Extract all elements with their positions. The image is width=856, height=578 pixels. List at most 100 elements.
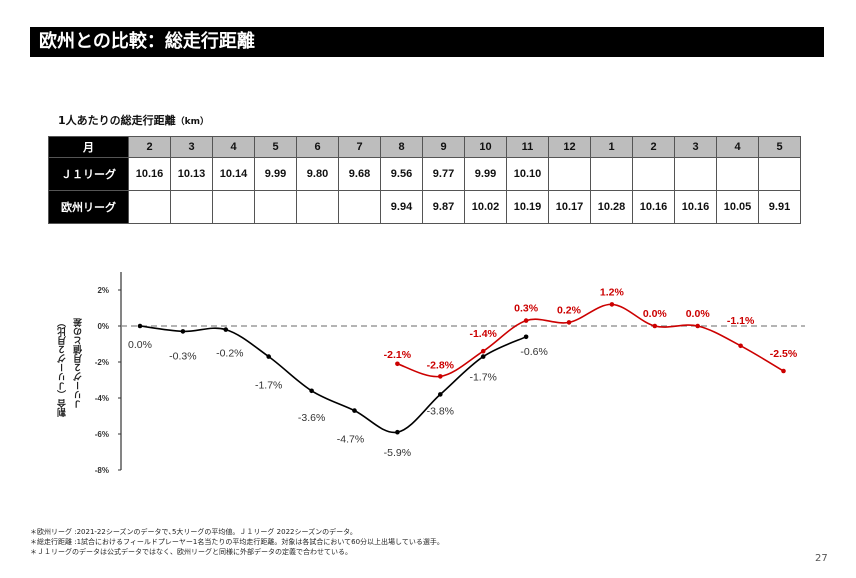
month-header: 5 (758, 136, 801, 158)
month-header: 7 (338, 136, 381, 158)
table-title-text: 1人あたりの総走行距離 (58, 114, 176, 127)
footnote: ＊Ｊ１リーグのデータは公式データではなく、欧州リーグと同様に外部データの定義で合… (30, 548, 352, 556)
table-cell: 10.16 (674, 190, 717, 224)
table-cell (128, 190, 171, 224)
data-point (266, 354, 272, 359)
table-cell (296, 190, 339, 224)
data-label: -5.9% (384, 447, 411, 459)
month-header: 3 (674, 136, 717, 158)
month-header: 2 (632, 136, 675, 158)
data-point (480, 354, 486, 359)
month-header: 11 (506, 136, 549, 158)
data-point (738, 343, 743, 349)
row-header: Ｊ１リーグ (48, 157, 129, 191)
month-header: 2 (128, 136, 171, 158)
y-tick-label: 0% (97, 322, 109, 331)
data-label: 0.2% (557, 304, 582, 316)
month-header-row: 月 2 3 4 5 6 7 8 9 10 11 12 1 2 3 4 5 (48, 136, 801, 158)
data-point (781, 368, 786, 374)
data-point (480, 348, 486, 354)
data-label: -1.7% (469, 372, 496, 384)
y-tick-label: -6% (95, 430, 109, 439)
series-line-j1 (139, 325, 527, 434)
table-cell: 9.68 (338, 157, 381, 191)
table-cell (212, 190, 255, 224)
table-cell: 9.94 (380, 190, 423, 224)
table-unit: （km） (175, 117, 210, 127)
data-point (695, 323, 700, 329)
month-header: 12 (548, 136, 591, 158)
month-header-corner: 月 (48, 136, 129, 158)
table-cell (170, 190, 213, 224)
line-chart: 2% 0% -2% -4% -6% -8% 0.0% -0.3% -0.2% -1.7% -3.6%… (95, 272, 805, 475)
month-header: 9 (422, 136, 465, 158)
data-label: 1.2% (600, 286, 625, 298)
footnotes: ＊欧州リーグ :2021-22シーズンのデータで､5大リーグの平均値。Ｊ１リーグ… (30, 527, 444, 557)
table-row: Ｊ１リーグ 10.16 10.13 10.14 9.99 9.80 9.68 9.56 9.77… (48, 157, 801, 191)
table-row: 欧州リーグ 9.94 9.87 10.02 10.19 10.17 10.28 10.16 10… (48, 190, 801, 224)
data-point (223, 327, 229, 332)
month-header: 10 (464, 136, 507, 158)
table-title: 1人あたりの総走行距離（km） (58, 112, 209, 128)
table-cell: 9.99 (254, 157, 297, 191)
y-tick-label: -4% (95, 394, 109, 403)
data-label: -3.6% (298, 412, 325, 424)
data-label: -2.5% (770, 348, 798, 360)
data-label: 0.0% (686, 308, 711, 320)
footnote: ＊欧州リーグ :2021-22シーズンのデータで､5大リーグの平均値。Ｊ１リーグ… (30, 528, 357, 536)
table-cell: 9.80 (296, 157, 339, 191)
table-cell: 9.56 (380, 157, 423, 191)
footnote: ＊総走行距離 :1試合におけるフィールドプレーヤー1名当たりの平均走行距離。対象… (30, 538, 444, 546)
data-point (523, 318, 529, 323)
data-label: -0.3% (169, 350, 196, 362)
data-point (438, 392, 443, 397)
month-header: 4 (212, 136, 255, 158)
table-cell (590, 157, 633, 191)
data-point (352, 408, 357, 413)
table-cell: 9.99 (464, 157, 507, 191)
data-label: 0.3% (514, 303, 539, 315)
data-label: -1.7% (255, 380, 282, 392)
month-header: 5 (254, 136, 297, 158)
y-tick-label: -8% (95, 466, 109, 475)
page-title: 欧州との比較：総走行距離 (30, 27, 824, 57)
distance-table: 月 2 3 4 5 6 7 8 9 10 11 12 1 2 3 4 5 Ｊ１リーグ 10.16 10.13 10.… (48, 136, 801, 224)
data-label: -3.8% (427, 405, 454, 417)
table-cell: 10.16 (632, 190, 675, 224)
y-tick-label: -2% (95, 358, 109, 367)
table-cell: 9.91 (758, 190, 801, 224)
table-cell (254, 190, 297, 224)
table-cell (338, 190, 381, 224)
table-cell: 10.28 (590, 190, 633, 224)
table-cell: 10.14 (212, 157, 255, 191)
table-cell (632, 157, 675, 191)
data-label: -1.4% (469, 328, 497, 340)
data-label: -4.7% (337, 434, 364, 446)
table-cell: 9.77 (422, 157, 465, 191)
month-header: 6 (296, 136, 339, 158)
month-header: 4 (716, 136, 759, 158)
data-point (609, 302, 615, 307)
data-label: 0.0% (128, 339, 152, 351)
data-point (309, 388, 314, 394)
data-label: -2.8% (427, 359, 455, 371)
data-point (566, 320, 572, 325)
data-point (438, 374, 443, 379)
table-cell: 10.10 (506, 157, 549, 191)
row-header: 欧州リーグ (48, 190, 129, 224)
table-cell: 10.02 (464, 190, 507, 224)
data-point (180, 329, 186, 334)
y-tick-label: 2% (97, 286, 109, 295)
data-label: -0.2% (216, 348, 243, 360)
table-cell (674, 157, 717, 191)
month-header: 8 (380, 136, 423, 158)
data-label: -1.1% (727, 315, 755, 327)
data-point (395, 429, 400, 435)
table-cell (758, 157, 801, 191)
month-header: 1 (590, 136, 633, 158)
data-point (395, 361, 400, 367)
table-cell: 10.13 (170, 157, 213, 191)
data-label: -0.6% (520, 346, 547, 358)
table-cell: 10.16 (128, 157, 171, 191)
